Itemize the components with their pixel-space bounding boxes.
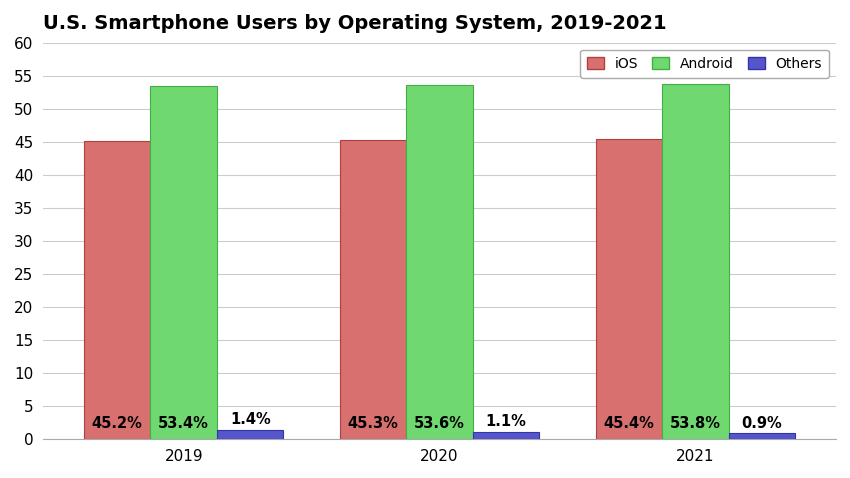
Text: 53.4%: 53.4% (158, 416, 209, 432)
Text: U.S. Smartphone Users by Operating System, 2019-2021: U.S. Smartphone Users by Operating Syste… (43, 14, 666, 33)
Legend: iOS, Android, Others: iOS, Android, Others (581, 50, 829, 77)
Text: 1.1%: 1.1% (485, 414, 526, 429)
Bar (217, 430, 284, 439)
Text: 45.3%: 45.3% (348, 416, 399, 432)
Bar (150, 87, 217, 439)
Text: 45.2%: 45.2% (92, 416, 143, 432)
Bar (728, 434, 796, 439)
Text: 53.8%: 53.8% (670, 416, 721, 432)
Bar (406, 85, 473, 439)
Bar (340, 140, 406, 439)
Bar (662, 84, 728, 439)
Text: 53.6%: 53.6% (414, 416, 465, 432)
Bar (84, 141, 150, 439)
Text: 0.9%: 0.9% (741, 416, 782, 431)
Text: 1.4%: 1.4% (230, 413, 270, 427)
Text: 45.4%: 45.4% (604, 416, 654, 432)
Bar (473, 432, 540, 439)
Bar (596, 139, 662, 439)
